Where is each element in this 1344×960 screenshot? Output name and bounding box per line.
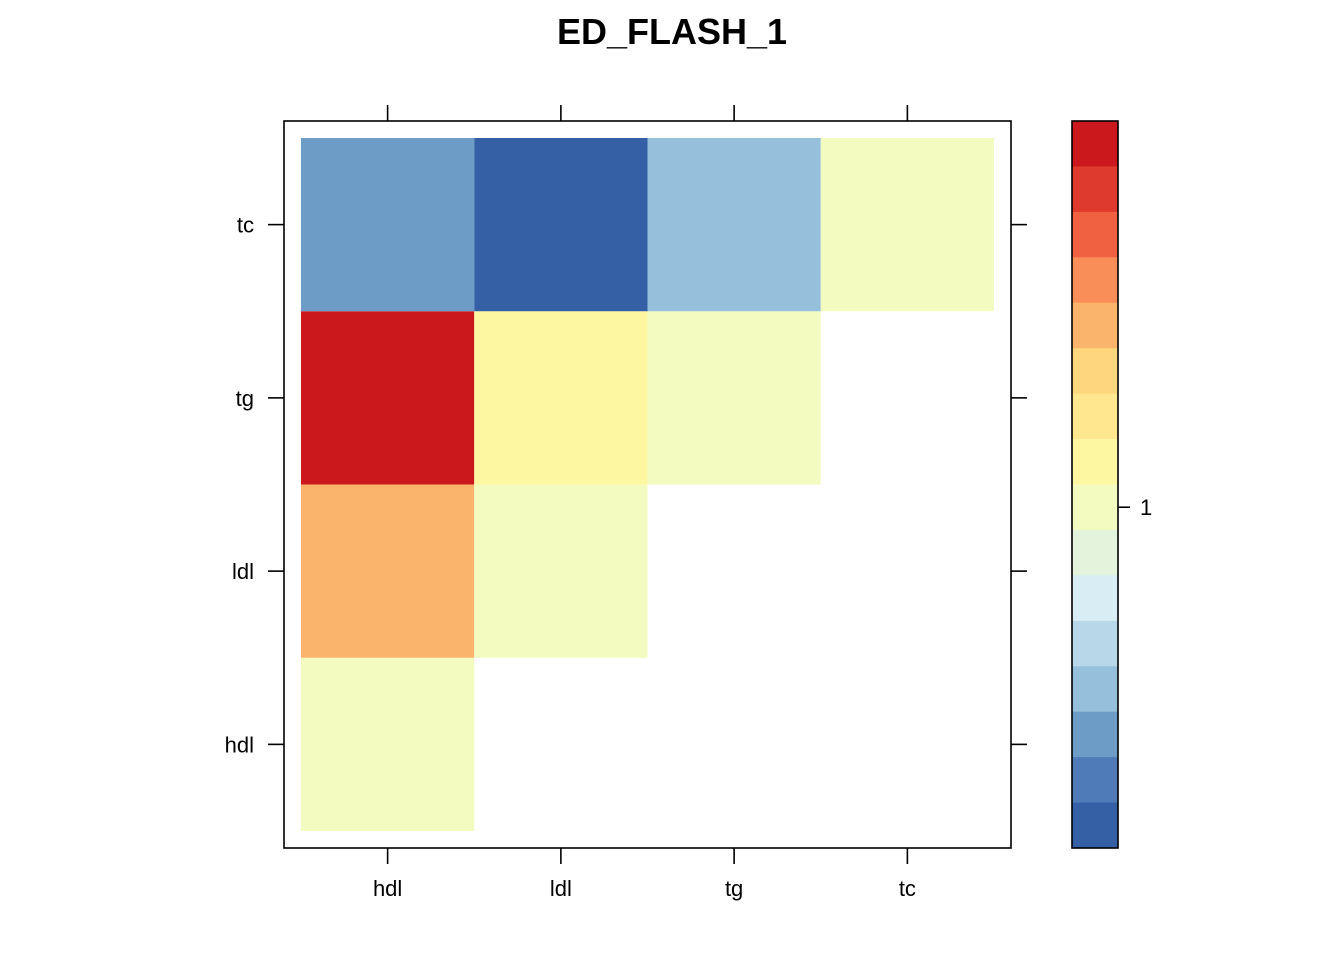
heatmap-cell-ldl-tc — [474, 138, 648, 312]
heatmap-cell-tg-tc — [647, 138, 821, 312]
colorbar-swatch-10 — [1072, 575, 1118, 622]
colorbar-swatch-0 — [1072, 121, 1118, 167]
heatmap-cell-tg-tg — [647, 311, 821, 485]
colorbar-frame — [1071, 120, 1119, 849]
heatmap-cell-hdl-tc — [301, 138, 475, 312]
y-tick-label-ldl: ldl — [232, 559, 254, 584]
colorbar-swatch-12 — [1072, 666, 1118, 713]
colorbar-swatch-1 — [1072, 166, 1118, 213]
colorbar-swatch-7 — [1072, 439, 1118, 485]
x-tick-label-ldl: ldl — [550, 876, 572, 901]
heatmap-cell-hdl-tg — [301, 311, 475, 485]
heatmap-cell-ldl-tg — [474, 311, 648, 485]
x-tick-label-tg: tg — [725, 876, 743, 901]
colorbar-swatch-6 — [1072, 393, 1118, 440]
heatmap-cell-tc-tc — [820, 138, 994, 312]
colorbar-swatch-8 — [1072, 484, 1118, 531]
colorbar-swatch-13 — [1072, 711, 1118, 758]
plot-frame — [283, 120, 1012, 849]
x-tick-label-tc: tc — [899, 876, 916, 901]
heatmap-cell-ldl-ldl — [474, 484, 648, 658]
colorbar-swatch-11 — [1072, 620, 1118, 667]
chart-title: ED_FLASH_1 — [557, 11, 787, 52]
heatmap-cell-hdl-hdl — [301, 657, 475, 831]
heatmap-cell-hdl-ldl — [301, 484, 475, 658]
colorbar-swatch-5 — [1072, 348, 1118, 395]
colorbar: 1 — [1071, 120, 1152, 849]
colorbar-swatch-14 — [1072, 757, 1118, 804]
heatmap-cells — [301, 138, 994, 831]
y-tick-label-tg: tg — [236, 386, 254, 411]
colorbar-swatch-4 — [1072, 302, 1118, 349]
x-tick-label-hdl: hdl — [373, 876, 402, 901]
colorbar-swatch-15 — [1072, 802, 1118, 849]
y-tick-label-tc: tc — [237, 213, 254, 238]
colorbar-swatch-2 — [1072, 211, 1118, 258]
colorbar-tick-label: 1 — [1140, 495, 1152, 520]
axis-ticks: hdl ldl tg tc hdl ldl tg tc — [225, 105, 1027, 901]
colorbar-swatch-3 — [1072, 257, 1118, 304]
y-tick-label-hdl: hdl — [225, 732, 254, 757]
colorbar-swatch-9 — [1072, 529, 1118, 576]
